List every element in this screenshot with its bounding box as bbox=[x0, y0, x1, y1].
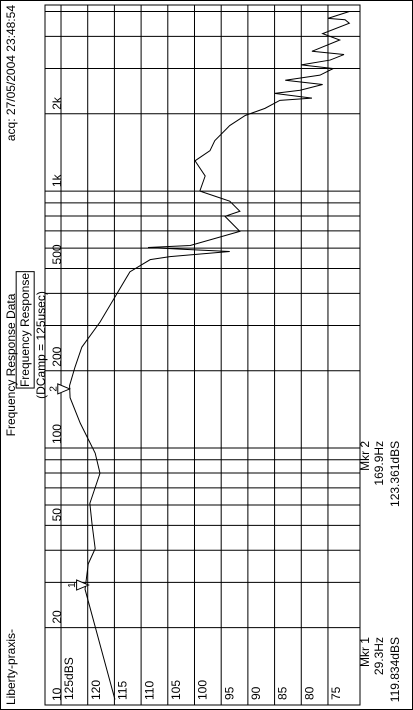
marker-name: Mkr 2 bbox=[358, 441, 372, 471]
marker-id: 2 bbox=[48, 386, 59, 392]
x-tick-label: 1k bbox=[50, 173, 64, 187]
y-tick-label: 95 bbox=[222, 686, 236, 700]
x-tick-label: 20 bbox=[50, 610, 64, 624]
marker-freq: 169.9Hz bbox=[372, 441, 386, 486]
y-tick-label: 115 bbox=[116, 681, 130, 700]
chart-subtitle: Frequency Response bbox=[18, 273, 32, 387]
x-tick-label: 50 bbox=[50, 508, 64, 522]
x-tick-label: 2k bbox=[50, 96, 64, 110]
y-tick-label: 120 bbox=[89, 680, 103, 700]
y-tick-label: 75 bbox=[329, 686, 343, 700]
source-label: Liberty-praxis- bbox=[4, 629, 18, 705]
timestamp: acq: 27/05/2004 23:48:54 bbox=[4, 5, 18, 141]
marker-name: Mkr 1 bbox=[358, 637, 372, 667]
x-tick-label: 500 bbox=[50, 244, 64, 264]
x-tick-label: 100 bbox=[50, 424, 64, 444]
x-tick-label: 200 bbox=[50, 346, 64, 366]
y-tick-label: 100 bbox=[196, 680, 210, 700]
plot-frame bbox=[44, 4, 361, 706]
y-tick-label: 90 bbox=[249, 686, 263, 700]
marker-freq: 29.3Hz bbox=[372, 637, 386, 675]
y-tick-label: 80 bbox=[302, 686, 316, 700]
marker-triangle bbox=[57, 383, 72, 395]
y-tick-label: 85 bbox=[276, 686, 290, 700]
y-tick-label: 125dBS bbox=[62, 657, 76, 700]
y-tick-label: 110 bbox=[142, 681, 156, 700]
marker-triangle bbox=[76, 579, 90, 591]
series-line bbox=[69, 11, 351, 700]
marker-level: 123.361dBS bbox=[388, 441, 402, 507]
marker-level: 119.834dBS bbox=[388, 637, 402, 702]
marker-id: 1 bbox=[67, 582, 78, 588]
chart-title: Frequency Response Data bbox=[4, 293, 18, 436]
y-tick-label: 105 bbox=[169, 680, 183, 700]
chart-note: (DCamp = 125usec) bbox=[34, 291, 48, 399]
subtitle-box bbox=[15, 271, 35, 389]
